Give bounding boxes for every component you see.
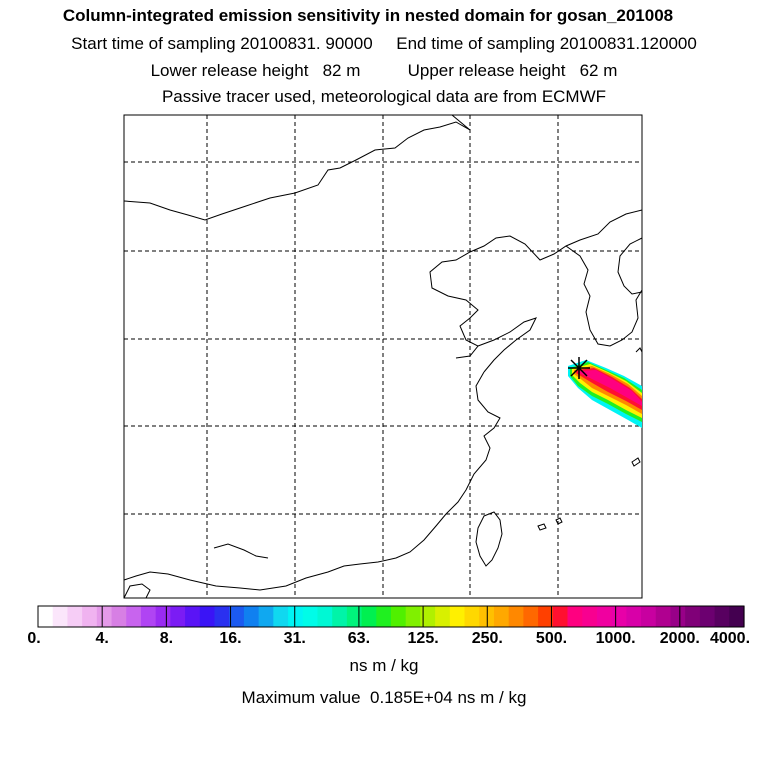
colorbar-cell — [449, 606, 466, 627]
colorbar-tick-label: 63. — [347, 630, 371, 647]
colorbar-tick-label: 8. — [159, 630, 174, 647]
colorbar-cell — [729, 606, 745, 627]
colorbar-dividers — [101, 606, 681, 627]
colorbar-tick-label: 1000. — [595, 630, 636, 647]
colorbar-tick-label: 500. — [535, 630, 568, 647]
colorbar-cell — [38, 606, 54, 627]
colorbar-cell — [376, 606, 392, 627]
colorbar-cell — [67, 606, 83, 627]
colorbar-cell — [391, 606, 407, 627]
colorbar-cell — [288, 606, 304, 627]
colorbar-cell — [626, 606, 642, 627]
colorbar-cell — [655, 606, 672, 627]
star-marker-icon — [568, 357, 590, 379]
colorbar-cell — [582, 606, 598, 627]
colorbar-cell — [552, 606, 569, 627]
colorbar-cell — [82, 606, 98, 627]
maximum-value-text: Maximum value 0.185E+04 ns m / kg — [241, 688, 527, 707]
sampling-time-line: Start time of sampling 20100831. 90000 E… — [71, 34, 697, 53]
colorbar-cell — [641, 606, 657, 627]
colorbar-cell — [170, 606, 186, 627]
colorbar-cell — [538, 606, 554, 627]
colorbar-cell — [273, 606, 289, 627]
colorbar-cell — [567, 606, 583, 627]
colorbar-cell — [699, 606, 716, 627]
colorbar-cell — [199, 606, 216, 627]
figure-title: Column-integrated emission sensitivity i… — [62, 6, 674, 25]
colorbar-frame — [37, 605, 745, 628]
colorbar — [38, 606, 745, 627]
plume — [568, 360, 642, 428]
colorbar-cell — [258, 606, 274, 627]
colorbar-cell — [126, 606, 142, 627]
colorbar-units: ns m / kg — [349, 656, 419, 675]
colorbar-cell — [346, 606, 363, 627]
colorbar-cell — [405, 606, 422, 627]
colorbar-cell — [96, 606, 113, 627]
colorbar-cell — [229, 606, 245, 627]
colorbar-tick-label: 125. — [407, 630, 439, 647]
colorbar-cell — [140, 606, 157, 627]
colorbar-cell — [611, 606, 627, 627]
colorbar-tick-label: 31. — [283, 630, 306, 647]
colorbar-cell — [435, 606, 451, 627]
colorbar-cell — [670, 606, 686, 627]
colorbar-cell — [361, 606, 377, 627]
colorbar-cell — [185, 606, 201, 627]
colorbar-cell — [685, 606, 701, 627]
colorbar-cell — [420, 606, 436, 627]
colorbar-tick-label: 250. — [471, 630, 503, 647]
colorbar-tick-label: 2000. — [659, 630, 700, 647]
colorbar-tick-label: 0. — [27, 630, 41, 647]
graticule — [124, 115, 642, 598]
colorbar-cell — [214, 606, 230, 627]
colorbar-cell — [111, 606, 127, 627]
colorbar-cell — [317, 606, 333, 627]
plume-band — [578, 370, 642, 406]
release-height-line: Lower release height 82 m Upper release … — [150, 61, 618, 80]
colorbar-tick-label: 4000. — [709, 630, 751, 647]
colorbar-tick-label: 4. — [95, 630, 109, 647]
colorbar-cell — [243, 606, 260, 627]
colorbar-cell — [493, 606, 510, 627]
colorbar-cell — [523, 606, 539, 627]
colorbar-cell — [52, 606, 69, 627]
colorbar-cell — [332, 606, 348, 627]
colorbar-cell — [302, 606, 319, 627]
colorbar-cell — [464, 606, 480, 627]
colorbar-cell — [596, 606, 613, 627]
colorbar-cell — [508, 606, 524, 627]
colorbar-cell — [155, 606, 171, 627]
colorbar-cell — [714, 606, 730, 627]
tracer-info-line: Passive tracer used, meteorological data… — [161, 87, 607, 106]
colorbar-tick-label: 16. — [219, 630, 242, 647]
coastlines — [123, 114, 643, 599]
